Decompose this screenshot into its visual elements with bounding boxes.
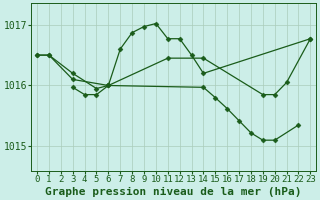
X-axis label: Graphe pression niveau de la mer (hPa): Graphe pression niveau de la mer (hPa): [45, 186, 302, 197]
